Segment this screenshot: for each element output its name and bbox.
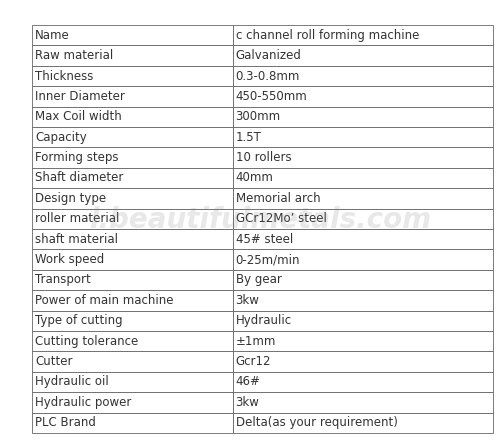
- Text: Hydraulic power: Hydraulic power: [35, 396, 131, 409]
- Text: Power of main machine: Power of main machine: [35, 294, 173, 307]
- Bar: [32, 127, 232, 147]
- Text: Shaft diameter: Shaft diameter: [35, 172, 123, 184]
- Text: Design type: Design type: [35, 192, 106, 205]
- Bar: [232, 310, 493, 331]
- Bar: [32, 147, 232, 168]
- Text: 46#: 46#: [235, 375, 261, 389]
- Text: 0.3-0.8mm: 0.3-0.8mm: [235, 70, 300, 82]
- Text: 3kw: 3kw: [235, 294, 260, 307]
- Text: PLC Brand: PLC Brand: [35, 416, 96, 429]
- Text: Forming steps: Forming steps: [35, 151, 119, 164]
- Bar: [232, 66, 493, 86]
- Text: Hydraulic oil: Hydraulic oil: [35, 375, 109, 389]
- Bar: [232, 413, 493, 433]
- Bar: [232, 127, 493, 147]
- Text: GCr12Mo’ steel: GCr12Mo’ steel: [235, 212, 327, 225]
- Text: ±1mm: ±1mm: [235, 335, 276, 348]
- Text: 450-550mm: 450-550mm: [235, 90, 307, 103]
- Bar: [32, 25, 232, 45]
- Text: Type of cutting: Type of cutting: [35, 314, 123, 327]
- Text: Work speed: Work speed: [35, 253, 104, 266]
- Bar: [232, 290, 493, 310]
- Text: Gcr12: Gcr12: [235, 355, 271, 368]
- Bar: [232, 270, 493, 290]
- Bar: [32, 66, 232, 86]
- Text: c channel roll forming machine: c channel roll forming machine: [235, 29, 419, 42]
- Text: By gear: By gear: [235, 273, 282, 287]
- Text: l.beautifulmetals.com: l.beautifulmetals.com: [90, 206, 431, 235]
- Bar: [32, 270, 232, 290]
- Text: Max Coil width: Max Coil width: [35, 110, 122, 123]
- Bar: [232, 188, 493, 209]
- Bar: [232, 392, 493, 413]
- Text: Transport: Transport: [35, 273, 91, 287]
- Bar: [32, 209, 232, 229]
- Text: Delta(as your requirement): Delta(as your requirement): [235, 416, 397, 429]
- Text: Raw material: Raw material: [35, 49, 113, 62]
- Bar: [232, 250, 493, 270]
- Text: roller material: roller material: [35, 212, 119, 225]
- Bar: [32, 351, 232, 372]
- Bar: [32, 413, 232, 433]
- Bar: [232, 331, 493, 351]
- Bar: [232, 45, 493, 66]
- Text: Cutter: Cutter: [35, 355, 73, 368]
- Bar: [32, 372, 232, 392]
- Text: 10 rollers: 10 rollers: [235, 151, 291, 164]
- Bar: [32, 86, 232, 107]
- Bar: [232, 168, 493, 188]
- Bar: [32, 290, 232, 310]
- Text: 0-25m/min: 0-25m/min: [235, 253, 300, 266]
- Bar: [32, 107, 232, 127]
- Text: Inner Diameter: Inner Diameter: [35, 90, 125, 103]
- Bar: [32, 45, 232, 66]
- Bar: [32, 392, 232, 413]
- Text: 300mm: 300mm: [235, 110, 281, 123]
- Bar: [232, 229, 493, 250]
- Text: Capacity: Capacity: [35, 131, 87, 144]
- Text: shaft material: shaft material: [35, 233, 118, 246]
- Bar: [232, 147, 493, 168]
- Bar: [232, 25, 493, 45]
- Text: Memorial arch: Memorial arch: [235, 192, 320, 205]
- Bar: [32, 331, 232, 351]
- Bar: [232, 107, 493, 127]
- Text: Thickness: Thickness: [35, 70, 93, 82]
- Text: 3kw: 3kw: [235, 396, 260, 409]
- Bar: [32, 229, 232, 250]
- Bar: [232, 351, 493, 372]
- Bar: [232, 86, 493, 107]
- Bar: [32, 250, 232, 270]
- Bar: [232, 209, 493, 229]
- Text: Galvanized: Galvanized: [235, 49, 302, 62]
- Bar: [232, 372, 493, 392]
- Text: Cutting tolerance: Cutting tolerance: [35, 335, 138, 348]
- Text: 45# steel: 45# steel: [235, 233, 293, 246]
- Text: 40mm: 40mm: [235, 172, 274, 184]
- Text: Hydraulic: Hydraulic: [235, 314, 292, 327]
- Bar: [32, 310, 232, 331]
- Text: 1.5T: 1.5T: [235, 131, 262, 144]
- Text: Name: Name: [35, 29, 70, 42]
- Bar: [32, 168, 232, 188]
- Bar: [32, 188, 232, 209]
